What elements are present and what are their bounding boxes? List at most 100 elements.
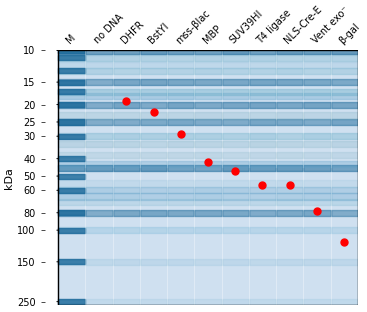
Bar — [58, 210, 86, 216]
Bar — [58, 89, 86, 95]
Bar — [249, 259, 276, 265]
Bar — [86, 299, 113, 305]
Bar — [331, 193, 358, 200]
Bar — [140, 165, 167, 171]
Bar — [86, 165, 113, 171]
Bar — [58, 299, 86, 304]
Bar — [113, 152, 140, 158]
Bar — [86, 193, 113, 200]
Bar — [140, 89, 167, 95]
Bar — [276, 62, 303, 68]
Bar — [303, 152, 331, 158]
Bar — [86, 112, 113, 119]
Bar — [222, 259, 249, 265]
Bar — [58, 259, 86, 264]
Bar — [113, 47, 140, 54]
Bar — [58, 141, 86, 147]
Bar — [86, 161, 113, 167]
Bar — [113, 187, 140, 193]
Bar — [58, 227, 86, 233]
Bar — [222, 193, 249, 200]
Bar — [303, 112, 331, 119]
Bar — [58, 133, 86, 139]
Bar — [167, 89, 195, 95]
Bar — [331, 101, 358, 108]
Bar — [249, 55, 276, 61]
Bar — [276, 199, 303, 205]
Y-axis label: kDa: kDa — [4, 167, 14, 188]
Bar — [276, 193, 303, 200]
Bar — [303, 141, 331, 147]
Bar — [58, 165, 86, 171]
Bar — [276, 79, 303, 85]
Bar — [195, 193, 222, 200]
Bar — [303, 299, 331, 305]
Bar — [331, 210, 358, 216]
Bar — [195, 112, 222, 119]
Bar — [113, 62, 140, 68]
Bar — [195, 187, 222, 193]
Bar — [58, 102, 86, 107]
Bar — [167, 161, 195, 167]
Bar — [58, 156, 86, 161]
Bar — [249, 133, 276, 139]
Bar — [276, 68, 303, 74]
Bar — [222, 210, 249, 216]
Bar — [167, 47, 195, 54]
Bar — [276, 227, 303, 233]
Bar — [140, 119, 167, 125]
Bar — [167, 62, 195, 68]
Bar — [195, 161, 222, 167]
Bar — [195, 62, 222, 68]
Bar — [303, 165, 331, 171]
Bar — [86, 79, 113, 85]
Bar — [331, 79, 358, 85]
Bar — [113, 133, 140, 139]
Bar — [167, 227, 195, 233]
Bar — [195, 152, 222, 158]
Bar — [86, 101, 113, 108]
Bar — [303, 210, 331, 216]
Bar — [249, 62, 276, 68]
Bar — [331, 89, 358, 95]
Bar — [276, 152, 303, 158]
Bar — [58, 119, 86, 125]
Bar — [58, 93, 86, 100]
Bar — [303, 133, 331, 139]
Bar — [113, 161, 140, 167]
Bar — [222, 62, 249, 68]
Bar — [86, 89, 113, 95]
Bar — [167, 112, 195, 119]
Bar — [86, 47, 113, 54]
Bar — [195, 165, 222, 171]
Bar — [167, 299, 195, 305]
Bar — [140, 227, 167, 233]
Bar — [303, 199, 331, 205]
Bar — [167, 193, 195, 200]
Bar — [222, 227, 249, 233]
Bar — [113, 68, 140, 74]
Bar — [331, 259, 358, 265]
Bar — [222, 165, 249, 171]
Bar — [113, 119, 140, 125]
Bar — [276, 187, 303, 193]
Bar — [113, 193, 140, 200]
Bar — [331, 68, 358, 74]
Bar — [222, 79, 249, 85]
Bar — [195, 79, 222, 85]
Bar — [86, 152, 113, 158]
Bar — [276, 93, 303, 100]
Bar — [140, 112, 167, 119]
Bar — [303, 180, 331, 187]
Bar — [167, 79, 195, 85]
Bar — [167, 259, 195, 265]
Bar — [331, 112, 358, 119]
Bar — [140, 101, 167, 108]
Bar — [195, 299, 222, 305]
Bar — [249, 161, 276, 167]
Bar — [86, 68, 113, 74]
Bar — [222, 180, 249, 187]
Bar — [167, 180, 195, 187]
Bar — [222, 187, 249, 193]
Bar — [167, 101, 195, 108]
